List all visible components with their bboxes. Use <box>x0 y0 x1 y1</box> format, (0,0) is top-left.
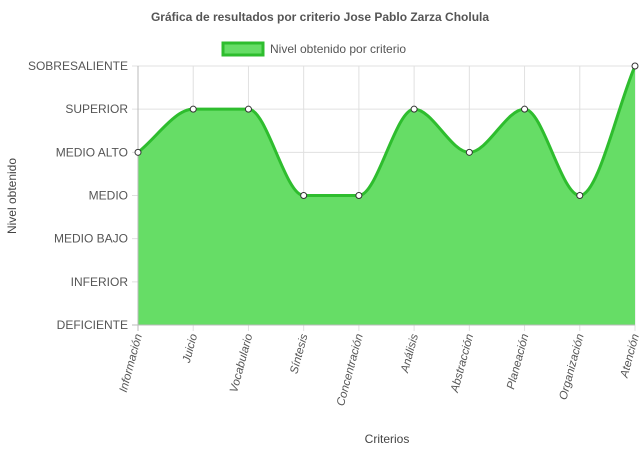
series-area-fill <box>138 66 635 325</box>
x-tick-labels: Información Juicio Vocabulario Síntesis Conc… <box>118 332 639 407</box>
data-area <box>137 65 637 325</box>
y-tick-label: MEDIO BAJO <box>54 232 128 246</box>
legend-label: Nivel obtenido por criterio <box>270 42 406 56</box>
data-point[interactable] <box>300 192 308 199</box>
y-tick-label: SUPERIOR <box>65 102 128 116</box>
legend[interactable]: Nivel obtenido por criterio <box>221 41 406 57</box>
data-point[interactable] <box>355 192 363 199</box>
chart-title: Gráfica de resultados por criterio Jose … <box>151 10 489 24</box>
y-tick-label: MEDIO <box>89 189 128 203</box>
data-point[interactable] <box>189 105 197 113</box>
data-point[interactable] <box>244 105 252 113</box>
x-tick-label: Atención <box>618 333 639 380</box>
y-axis-title: Nivel obtenido <box>5 158 19 234</box>
y-tick-label: INFERIOR <box>71 275 129 289</box>
x-tick-label: Concentración <box>335 333 366 408</box>
data-point[interactable] <box>631 62 639 70</box>
data-point[interactable] <box>410 105 418 113</box>
x-tick-label: Abstracción <box>449 333 476 395</box>
legend-swatch <box>221 41 265 57</box>
y-tick-label: MEDIO ALTO <box>56 145 128 159</box>
y-tick-label: DEFICIENTE <box>57 318 128 332</box>
x-tick-label: Síntesis <box>288 332 310 375</box>
x-tick-label: Análisis <box>399 332 421 375</box>
y-tick-label: SOBRESALIENTE <box>28 59 128 73</box>
data-point[interactable] <box>134 148 142 156</box>
x-axis-title: Criterios <box>365 432 410 446</box>
axes <box>132 66 635 331</box>
x-tick-label: Vocabulario <box>228 332 255 394</box>
series-line <box>137 65 637 198</box>
data-point[interactable] <box>576 192 584 199</box>
data-points <box>134 62 639 199</box>
x-tick-label: Organización <box>558 333 587 402</box>
x-tick-label: Planeación <box>505 333 531 391</box>
data-point[interactable] <box>521 105 529 113</box>
data-point[interactable] <box>465 148 473 156</box>
x-tick-label: Información <box>118 333 145 394</box>
y-tick-labels: DEFICIENTE INFERIOR MEDIO BAJO MEDIO MEDIO A… <box>28 59 128 332</box>
x-tick-label: Juicio <box>181 332 201 365</box>
